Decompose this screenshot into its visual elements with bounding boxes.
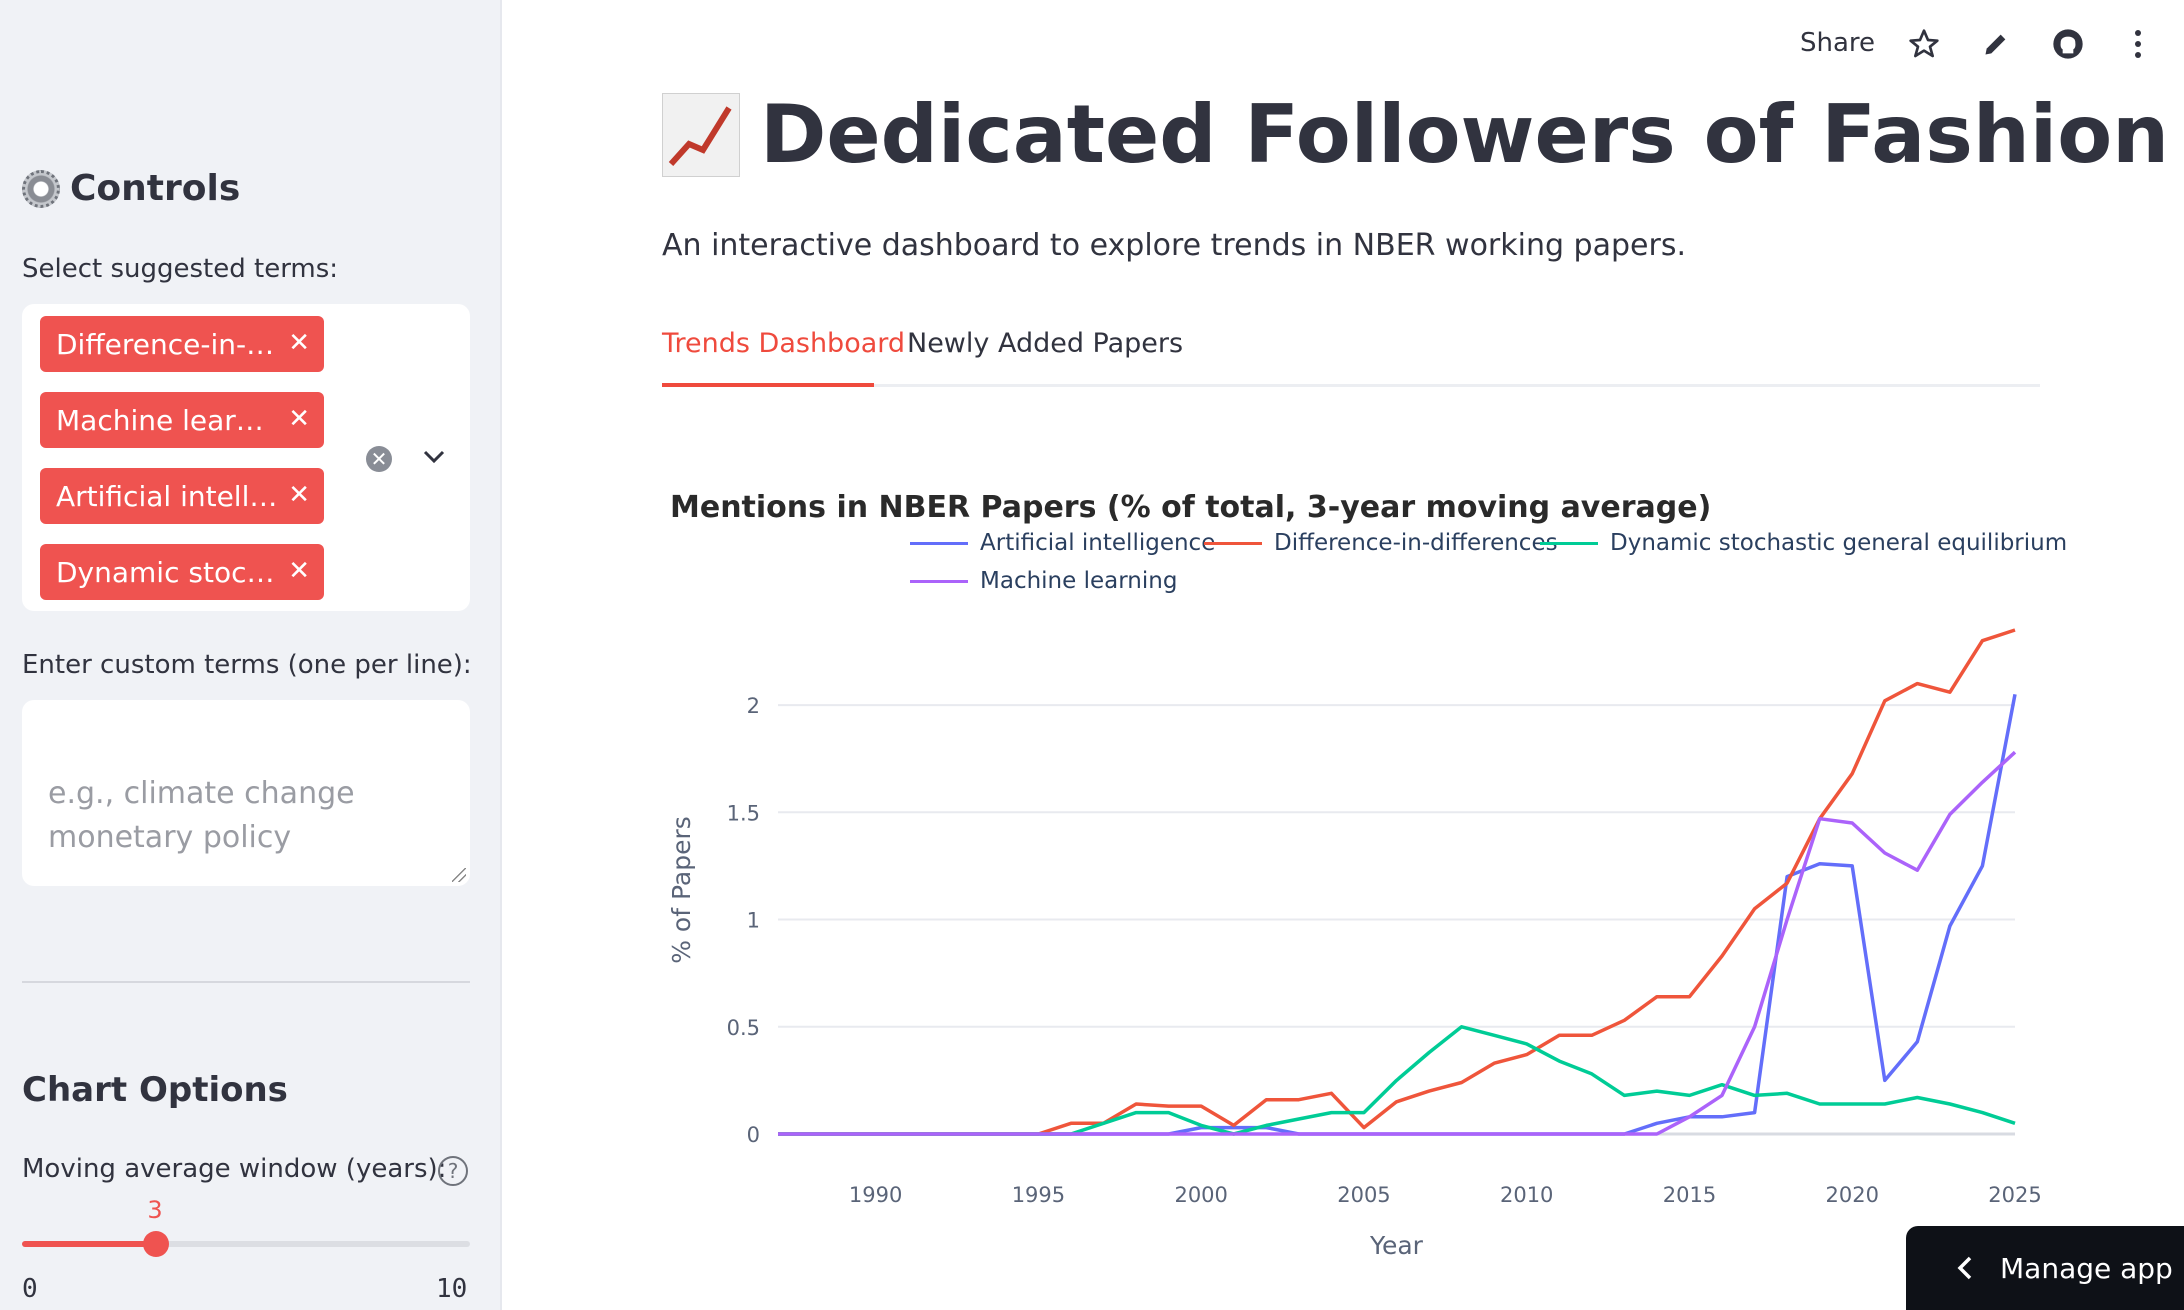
share-button[interactable]: Share (1800, 28, 1876, 58)
star-glyph (1909, 29, 1939, 58)
remove-chip-icon[interactable]: ✕ (288, 404, 310, 434)
series-line (778, 693, 2017, 1136)
legend-item[interactable]: Machine learning (910, 568, 1177, 594)
legend-item[interactable]: Artificial intelligence (910, 530, 1215, 556)
x-axis-label: Year (1369, 1231, 1424, 1260)
legend-swatch (1540, 541, 1598, 545)
x-tick-label: 2010 (1500, 1183, 1553, 1207)
term-chip[interactable]: Dynamic stoc… ✕ (40, 544, 324, 600)
x-tick-label: 2020 (1826, 1183, 1879, 1207)
chevron-left-icon (1957, 1256, 1972, 1280)
page-title: Dedicated Followers of Fashion (662, 88, 2169, 181)
remove-chip-icon[interactable]: ✕ (288, 556, 310, 586)
x-tick-label: 2000 (1174, 1183, 1227, 1207)
resize-handle-icon[interactable] (452, 868, 466, 882)
controls-heading: Controls (22, 168, 240, 209)
pencil-glyph (1985, 34, 2006, 55)
controls-heading-text: Controls (70, 168, 241, 209)
series-line (778, 1025, 2016, 1136)
moving-average-slider[interactable] (22, 1241, 470, 1247)
pencil-icon[interactable] (1978, 26, 2014, 62)
manage-app-label: Manage app (2000, 1251, 2173, 1285)
legend-label: Difference-in-differences (1274, 530, 1558, 556)
x-tick-label: 1995 (1012, 1183, 1065, 1207)
y-tick-label: 2 (747, 694, 760, 718)
tab-newly-added-papers[interactable]: Newly Added Papers (907, 328, 1184, 359)
series-line (778, 750, 2017, 1136)
slider-max: 10 (436, 1274, 468, 1304)
star-icon[interactable] (1906, 26, 1942, 62)
legend-label: Machine learning (980, 568, 1178, 594)
sidebar-divider (22, 981, 470, 983)
y-axis-label: % of Papers (667, 816, 696, 964)
legend-swatch (1204, 541, 1262, 545)
legend-item[interactable]: Dynamic stochastic general equilibrium (1540, 530, 2067, 556)
sidebar: Controls Select suggested terms: Differe… (0, 0, 502, 1310)
suggested-terms-label: Select suggested terms: (22, 254, 339, 284)
legend-swatch (910, 541, 968, 545)
slider-value: 3 (147, 1196, 163, 1224)
chip-label: Artificial intell… (56, 479, 276, 513)
chart-increasing-icon (662, 92, 740, 177)
manage-app-button[interactable]: Manage app (1906, 1226, 2184, 1310)
github-glyph (2053, 29, 2083, 59)
help-icon[interactable]: ? (438, 1156, 468, 1186)
slider-thumb[interactable] (143, 1231, 170, 1257)
x-tick-label: 2025 (1988, 1183, 2041, 1207)
tab-trends-dashboard[interactable]: Trends Dashboard (662, 328, 906, 359)
y-tick-label: 0 (747, 1123, 760, 1147)
slider-min: 0 (22, 1274, 38, 1304)
legend-item[interactable]: Difference-in-differences (1204, 530, 1558, 556)
legend-label: Dynamic stochastic general equilibrium (1610, 530, 2068, 556)
chart-increasing-glyph (668, 105, 732, 166)
chevron-down-glyph (423, 450, 445, 464)
custom-terms-label: Enter custom terms (one per line): (22, 650, 472, 680)
term-chip[interactable]: Machine lear… ✕ (40, 392, 324, 448)
custom-terms-textarea[interactable]: e.g., climate change monetary policy (22, 700, 470, 886)
suggested-terms-multiselect[interactable]: Difference-in-… ✕ Machine lear… ✕ Artifi… (22, 304, 470, 611)
y-tick-label: 1.5 (727, 801, 760, 825)
legend-label: Artificial intelligence (980, 530, 1216, 556)
github-icon[interactable] (2050, 26, 2086, 62)
term-chip[interactable]: Difference-in-… ✕ (40, 316, 324, 372)
y-tick-label: 0.5 (727, 1016, 760, 1040)
custom-terms-placeholder: e.g., climate change monetary policy (48, 776, 355, 855)
page-title-text: Dedicated Followers of Fashion (760, 88, 2170, 181)
chip-label: Difference-in-… (56, 327, 275, 361)
page-subtitle: An interactive dashboard to explore tren… (662, 228, 1686, 263)
term-chip[interactable]: Artificial intell… ✕ (40, 468, 324, 524)
chip-label: Dynamic stoc… (56, 555, 275, 589)
y-tick-label: 1 (747, 909, 760, 933)
slider-fill (22, 1241, 157, 1247)
x-tick-label: 1990 (849, 1183, 902, 1207)
x-tick-label: 2005 (1337, 1183, 1390, 1207)
chevron-down-icon[interactable] (416, 439, 452, 475)
chart-options-heading: Chart Options (22, 1070, 288, 1110)
remove-chip-icon[interactable]: ✕ (288, 328, 310, 358)
more-glyph (2135, 30, 2141, 58)
chip-label: Machine lear… (56, 403, 264, 437)
active-tab-indicator (662, 383, 874, 387)
more-vertical-icon[interactable] (2120, 26, 2156, 62)
gear-icon (22, 169, 60, 208)
chart-title: Mentions in NBER Papers (% of total, 3-y… (670, 490, 1712, 525)
moving-average-label: Moving average window (years): (22, 1154, 447, 1184)
x-tick-label: 2015 (1663, 1183, 1716, 1207)
legend-swatch (910, 579, 968, 583)
tabs-baseline (662, 384, 2040, 387)
remove-chip-icon[interactable]: ✕ (288, 480, 310, 510)
clear-all-icon[interactable]: ✕ (366, 446, 392, 472)
